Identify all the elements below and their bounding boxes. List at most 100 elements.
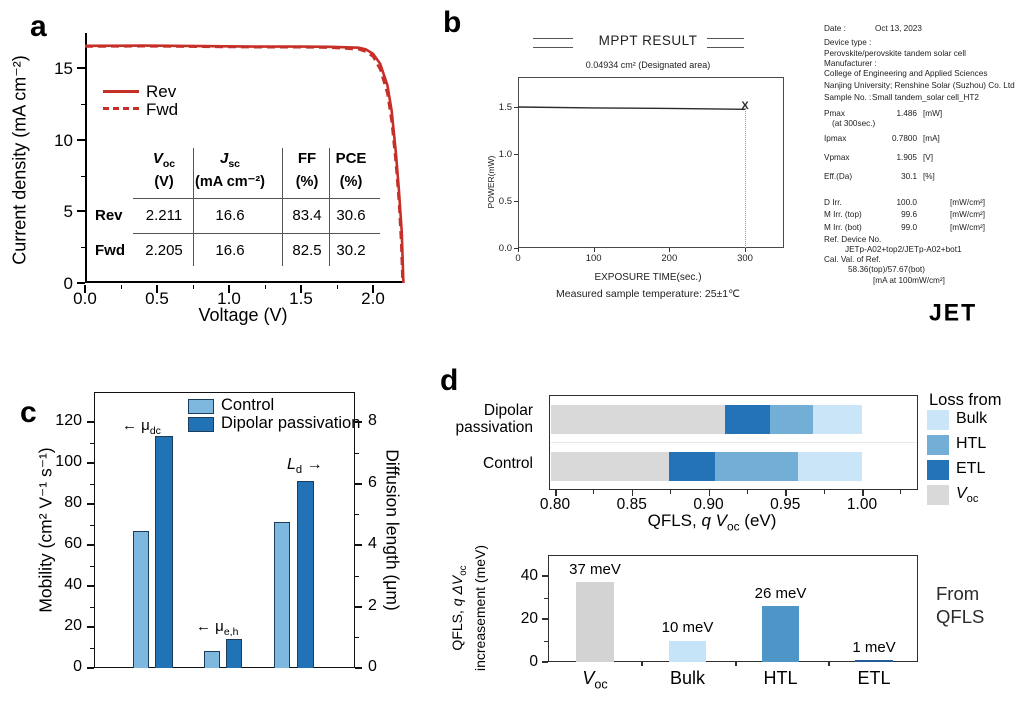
- jv-x-tick: [156, 285, 158, 293]
- mppt-x-tick-label: 200: [661, 253, 678, 264]
- jv-plot-frame: [85, 33, 404, 283]
- info-line-unit: [%]: [923, 172, 935, 181]
- jv-table-header: Voc: [152, 150, 176, 170]
- mppt-x-tick-label: 0: [515, 253, 521, 264]
- mobility-left-minor-tick: [90, 483, 94, 485]
- legend-swatch-control: [188, 399, 214, 414]
- mobility-left-tick: [87, 421, 94, 423]
- mu-dc-sub: dc: [149, 425, 161, 437]
- mobility-right-tick-label: 0: [368, 658, 377, 675]
- annotation-mu-dc: ← μdc: [122, 417, 161, 437]
- title-rule: [533, 38, 573, 39]
- mppt-y-tick-label: 1.5: [498, 102, 512, 113]
- qfls-increase-x-tick: [641, 662, 643, 666]
- mobility-left-tick-label: 120: [55, 412, 82, 429]
- jv-y-tick: [77, 210, 85, 213]
- jv-table-row-label: Fwd: [95, 242, 125, 259]
- qfls-increase-y-tick: [542, 661, 548, 663]
- jv-y-tick-label: 0: [63, 274, 73, 293]
- loss-legend-label: ETL: [956, 460, 986, 477]
- loss-legend-title: Loss from: [929, 391, 1002, 409]
- jv-y-tick-label: 10: [54, 130, 73, 150]
- mppt-footnote: Measured sample temperature: 25±1℃: [556, 288, 740, 300]
- qfls-increase-bar: [669, 640, 706, 662]
- qfls-loss-segment: [797, 452, 862, 481]
- qfls-increase-bar: [762, 606, 799, 662]
- jv-x-tick: [228, 285, 230, 293]
- qfls-loss-x-tick-label: 0.90: [693, 496, 724, 513]
- mobility-right-tick-label: 2: [368, 596, 377, 614]
- qfls-increase-y-tick-label: 20: [520, 610, 538, 627]
- qfls-loss-x-minor-tick: [746, 490, 748, 494]
- info-line-label: JETp-A02+top2/JETp-A02+bot1: [845, 245, 962, 254]
- info-line-unit: [mW/cm²]: [950, 223, 986, 232]
- qfls-increase-bar: [855, 659, 893, 662]
- mppt-xlabel: EXPOSURE TIME(sec.): [594, 272, 702, 283]
- jv-table-header: Jsc: [219, 150, 241, 170]
- info-line-unit: [mW/cm²]: [950, 198, 986, 207]
- qfls-increase-category-label: HTL: [763, 668, 798, 688]
- title-rule: [707, 38, 744, 39]
- qfls-loss-x-tick-label: 0.80: [539, 496, 571, 513]
- qfls-loss-x-tick: [785, 490, 787, 496]
- mobility-left-tick-label: 20: [64, 617, 82, 634]
- mobility-left-minor-tick: [90, 647, 94, 649]
- mppt-y-tick: [514, 107, 518, 108]
- cat-dipolar-line2: passivation: [455, 419, 533, 436]
- cat-control: Control: [483, 455, 533, 472]
- legend-swatch-passivation: [188, 417, 214, 432]
- mppt-y-tick-label: 0.0: [498, 243, 512, 254]
- qfls-loss-xlabel: QFLS, q Voc (eV): [648, 511, 777, 533]
- qfls-increase-category-label: Bulk: [669, 668, 706, 688]
- mobility-plot-frame: [94, 392, 355, 668]
- title-rule: [533, 47, 573, 48]
- qfls-loss-x-minor-tick: [593, 490, 595, 494]
- info-line-unit: [mA]: [923, 134, 940, 143]
- qfls-loss-segment: [668, 452, 715, 481]
- jv-x-tick-label: 0.5: [145, 289, 169, 308]
- ld-symbol: L: [287, 456, 296, 473]
- info-line-unit: [mW]: [923, 109, 943, 118]
- from-qfls-line2: QFLS: [936, 606, 985, 627]
- mobility-right-tick: [355, 482, 362, 485]
- jv-curves: [84, 44, 405, 284]
- mobility-left-tick-label: 40: [64, 576, 82, 593]
- jv-xlabel: Voltage (V): [198, 305, 288, 325]
- mppt-end-marker: X: [741, 100, 749, 112]
- mobility-left-minor-tick: [90, 442, 94, 444]
- mppt-x-tick: [593, 248, 595, 252]
- info-line-label: Sample No. :: [824, 93, 872, 102]
- jv-y-tick: [77, 67, 85, 70]
- qfls-increase-category-label: Voc: [582, 668, 608, 692]
- mobility-bar: [133, 530, 149, 668]
- xlabel-post: (eV): [739, 511, 777, 530]
- mobility-left-tick: [87, 667, 94, 669]
- info-line-label: Perovskite/perovskite tandem solar cell: [824, 49, 966, 58]
- jv-table-cell: 16.6: [215, 207, 245, 224]
- jet-logo: JET: [929, 298, 978, 326]
- qfls-loss-separator: [551, 442, 916, 443]
- mobility-right-tick: [355, 421, 362, 423]
- info-line-label: Eff.(Da): [824, 172, 853, 181]
- qfls-loss-x-minor-tick: [900, 490, 902, 494]
- title-rule: [707, 47, 744, 48]
- mobility-left-tick-label: 0: [73, 658, 82, 675]
- info-line-label: M Irr. (bot): [824, 223, 862, 232]
- qfls-increase-bar: [576, 582, 614, 662]
- info-line-value: Small tandem_solar cell_HT2: [872, 93, 979, 102]
- qfls-increase-bar-label: 37 meV: [569, 561, 621, 578]
- info-line-unit: [mW/cm²]: [950, 210, 986, 219]
- jv-x-tick-label: 1.0: [217, 289, 241, 308]
- qfls-increase-plot-frame: [548, 555, 918, 662]
- curve: [517, 106, 746, 110]
- jv-table-header: FF: [297, 150, 317, 167]
- info-line-label: Ipmax: [824, 134, 847, 143]
- qfls-loss-segment: [550, 452, 669, 481]
- jv-table-header-unit: (%): [339, 174, 363, 190]
- xlabel-v: V: [710, 511, 727, 530]
- qfls-increase-y-tick: [542, 618, 548, 620]
- from-qfls-line1: From: [936, 583, 980, 604]
- qfls-loss-x-tick: [862, 490, 864, 496]
- mobility-bar: [204, 650, 220, 668]
- mppt-curve: [517, 106, 746, 110]
